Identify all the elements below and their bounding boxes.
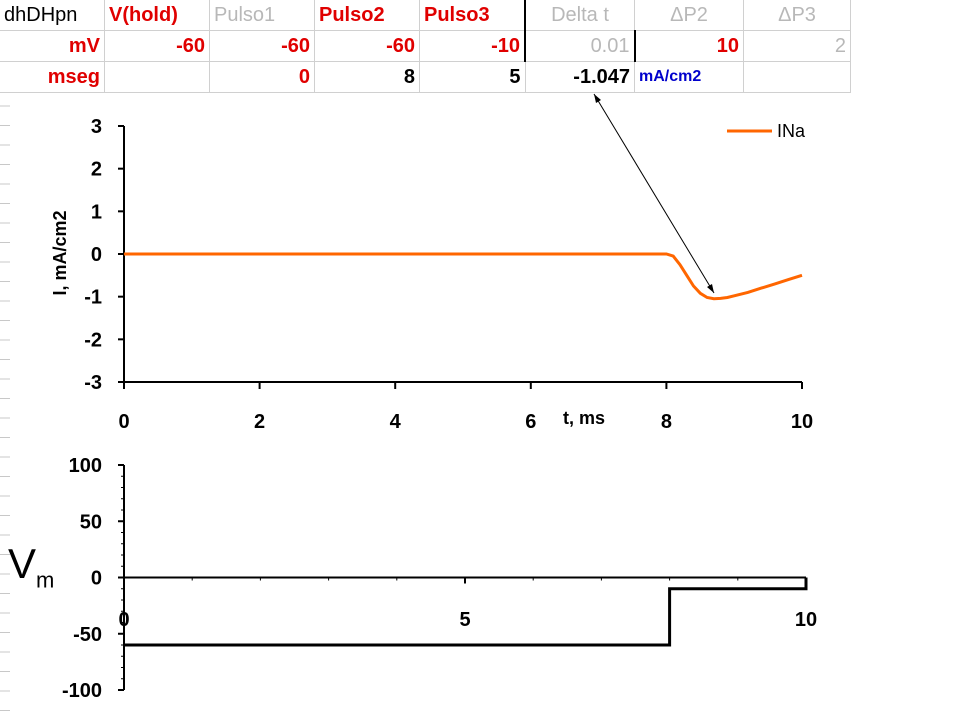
y-tick-label: -3 (84, 372, 102, 394)
table-cell[interactable]: dhDHpn (0, 0, 105, 31)
arrowhead-icon (707, 284, 714, 293)
x-tick-label: 10 (791, 411, 813, 433)
vm-label-main: V (8, 540, 37, 587)
table-cell[interactable]: mV (0, 30, 105, 62)
table-row: dhDHpn V(hold) Pulso1 Pulso2 Pulso3 Delt… (0, 0, 851, 31)
y-tick-label: 0 (91, 568, 102, 590)
table-cell[interactable]: Pulso1 (209, 0, 315, 31)
table-cell[interactable] (104, 61, 210, 93)
x-tick-label: 2 (254, 411, 265, 433)
table-cell[interactable]: 2 (743, 30, 851, 62)
table-cell[interactable]: -60 (104, 30, 210, 62)
table-cell[interactable]: mseg (0, 61, 105, 93)
y-tick-label: -2 (84, 329, 102, 351)
x-axis-label: t, ms (563, 408, 605, 428)
series-line-ina (124, 252, 803, 301)
table-cell[interactable]: 10 (634, 30, 744, 62)
spreadsheet-table: dhDHpn V(hold) Pulso1 Pulso2 Pulso3 Delt… (0, 0, 851, 93)
legend-label: INa (777, 121, 806, 141)
table-cell[interactable]: -1.047 (525, 61, 635, 93)
arrowhead-icon (594, 94, 601, 103)
x-tick-label: 4 (390, 411, 402, 433)
x-tick-label: 5 (459, 609, 470, 631)
table-cell[interactable]: -60 (209, 30, 315, 62)
chart-legend: INa (727, 121, 806, 141)
table-row: mV -60 -60 -60 -10 0.01 10 2 (0, 30, 851, 62)
table-cell[interactable] (743, 61, 851, 93)
vm-label: Vm (8, 540, 54, 593)
y-tick-label: -50 (73, 624, 102, 646)
table-cell[interactable]: Pulso3 (419, 0, 526, 31)
table-cell[interactable]: V(hold) (104, 0, 210, 31)
y-tick-label: 2 (91, 159, 102, 181)
y-axis-label: I, mA/cm2 (50, 210, 70, 295)
table-cell[interactable]: -10 (419, 30, 526, 62)
table-row: mseg 0 8 5 -1.047 mA/cm2 (0, 61, 851, 93)
x-tick-label: 6 (525, 411, 536, 433)
x-tick-label: 8 (661, 411, 672, 433)
table-cell[interactable]: 5 (419, 61, 526, 93)
x-tick-label: 0 (118, 411, 129, 433)
table-cell[interactable]: 0.01 (524, 30, 636, 62)
row-gutter (0, 105, 10, 711)
y-tick-label: 0 (91, 244, 102, 266)
x-tick-label: 10 (795, 609, 817, 631)
annotation-arrow (593, 93, 715, 294)
table-cell[interactable]: mA/cm2 (634, 61, 744, 93)
table-cell[interactable]: ΔP2 (634, 0, 744, 31)
y-tick-label: 50 (80, 511, 102, 533)
y-tick-label: -1 (84, 287, 102, 309)
y-tick-label: 3 (91, 116, 102, 138)
x-tick-label: 0 (118, 609, 129, 631)
y-tick-label: 1 (91, 201, 102, 223)
vm-label-sub: m (36, 567, 55, 593)
table-cell[interactable]: Pulso2 (314, 0, 420, 31)
table-cell[interactable]: 0 (209, 61, 315, 93)
table-cell[interactable]: 8 (314, 61, 420, 93)
table-cell[interactable]: Delta t (524, 0, 635, 31)
y-tick-label: -100 (62, 680, 102, 702)
y-tick-label: 100 (69, 455, 102, 477)
series-line-vm (124, 577, 808, 647)
table-cell[interactable]: ΔP3 (743, 0, 851, 31)
table-cell[interactable]: -60 (314, 30, 420, 62)
